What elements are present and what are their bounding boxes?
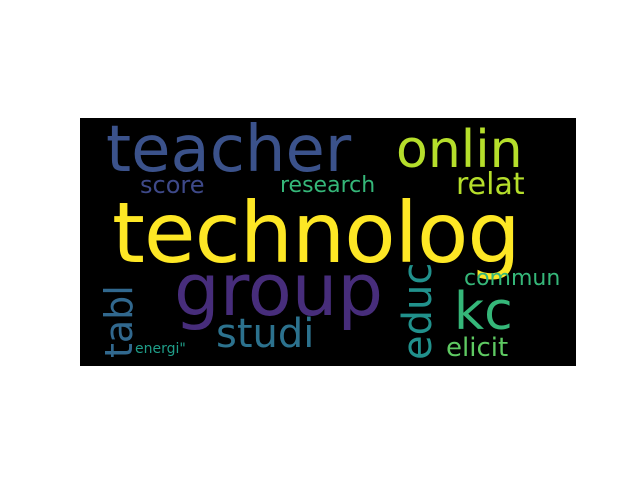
word-tabl: tabl [97, 285, 141, 358]
word-onlin: onlin [396, 120, 523, 180]
word-energi: energi" [135, 341, 186, 357]
word-technolog: technolog [112, 184, 521, 282]
word-educ: educ [395, 262, 441, 360]
word-studi: studi [216, 311, 315, 357]
word-kc: kc [454, 282, 513, 342]
word-relat: relat [456, 167, 525, 202]
word-elicit: elicit [446, 333, 509, 363]
word-cloud: teacher onlin score research relat techn… [80, 118, 576, 366]
word-commun: commun [464, 266, 561, 291]
word-group: group [174, 248, 384, 332]
word-score: score [140, 171, 205, 199]
word-teacher: teacher [106, 118, 352, 187]
word-research: research [280, 173, 376, 198]
